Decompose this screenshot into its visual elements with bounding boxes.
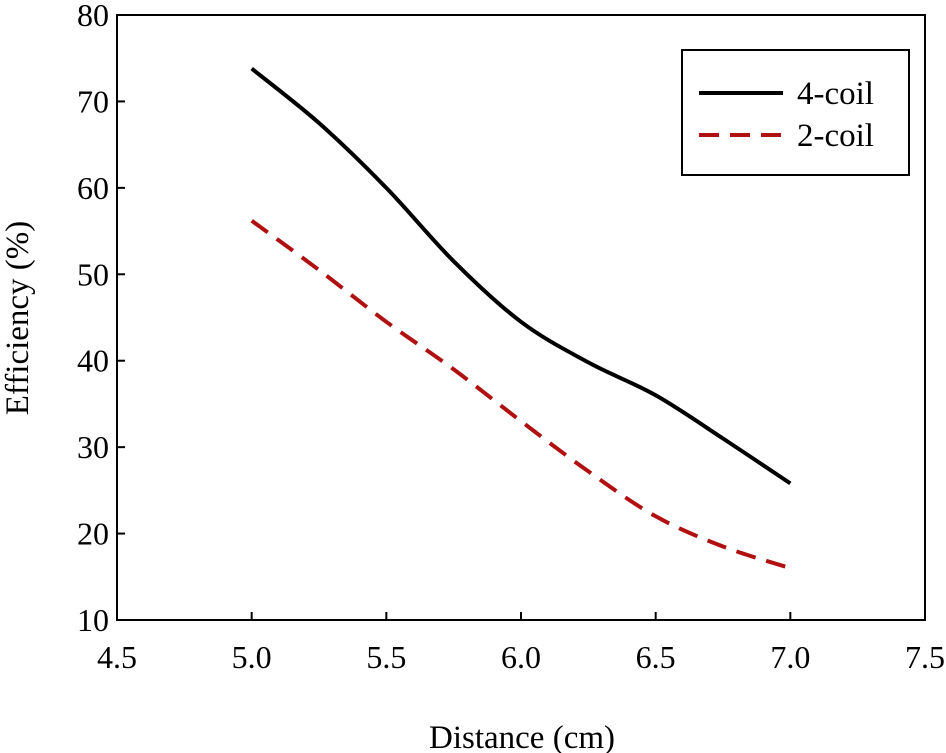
legend: 4-coil 2-coil [681,49,910,176]
series-layer [250,67,792,571]
x-tick-label: 7.5 [905,639,945,675]
y-axis-title: Efficiency (%) [0,221,36,416]
legend-label-2-coil: 2-coil [797,118,874,154]
x-tick-label: 4.5 [97,639,137,675]
x-axis-title: Distance (cm) [429,720,615,753]
legend-box [681,49,910,176]
x-axis: 4.5 5.0 5.5 6.0 6.5 7.0 7.5 [97,612,945,675]
x-tick-label: 5.5 [366,639,406,675]
y-tick-label: 70 [77,83,109,119]
legend-label-4-coil: 4-coil [797,76,874,112]
y-tick-label: 40 [77,343,109,379]
y-tick-label: 80 [77,0,109,33]
x-tick-label: 6.0 [501,639,541,675]
y-tick-label: 50 [77,256,109,292]
x-tick-label: 5.0 [232,639,272,675]
y-axis: 10 20 30 40 50 60 70 80 [77,0,125,638]
x-tick-label: 6.5 [636,639,676,675]
y-tick-label: 20 [77,516,109,552]
y-tick-label: 10 [77,602,109,638]
y-tick-label: 30 [77,429,109,465]
y-tick-label: 60 [77,170,109,206]
series-line-4-coil [250,67,792,486]
x-tick-label: 7.0 [770,639,810,675]
series-line-2-coil [250,219,791,571]
